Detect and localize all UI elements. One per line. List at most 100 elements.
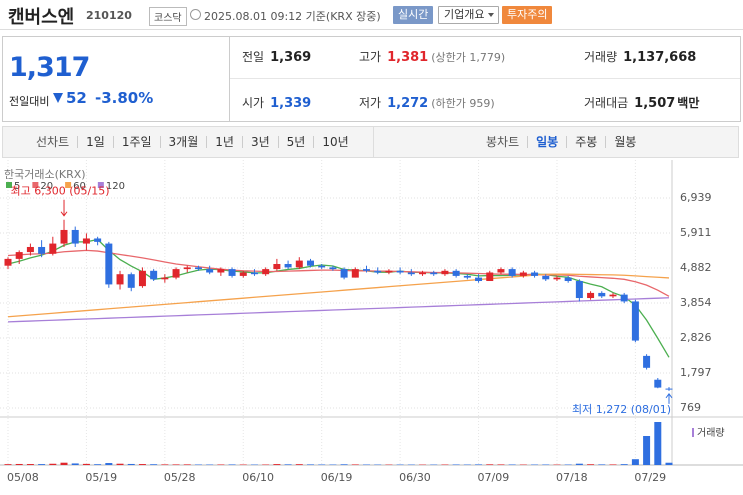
- tab[interactable]: 1일: [77, 136, 113, 148]
- high-arrow-head: [60, 211, 68, 217]
- candle-body: [217, 269, 225, 273]
- volume-bar: [94, 464, 102, 465]
- volume-bar: [542, 464, 550, 465]
- x-tick-label: 05/19: [85, 471, 117, 484]
- candle-body: [262, 269, 270, 275]
- stat-value: 1,339: [270, 96, 312, 111]
- stat-note: (상한가 1,779): [431, 51, 506, 64]
- clock-icon: [190, 9, 201, 20]
- y-tick-label: 6,939: [680, 191, 712, 204]
- candle-body: [26, 246, 34, 253]
- candle-body: [587, 292, 595, 299]
- candle-body: [598, 292, 606, 297]
- x-tick-label: 06/10: [242, 471, 274, 484]
- candle-body: [340, 269, 348, 278]
- candle-body: [643, 355, 651, 368]
- tab[interactable]: 10년: [313, 136, 356, 148]
- candle-body: [239, 272, 247, 276]
- stat-label: 저가: [359, 96, 382, 110]
- stat: 저가 1,272 (하한가 959): [359, 94, 495, 111]
- tab: 봉차트: [486, 135, 520, 149]
- stock-name: 캔버스엔: [8, 7, 75, 28]
- volume-bar: [318, 464, 326, 465]
- candle-body: [105, 243, 113, 285]
- candle-body: [116, 274, 124, 285]
- y-tick-label: 1,797: [680, 366, 712, 379]
- caret: [488, 13, 495, 20]
- volume-bar: [665, 462, 673, 465]
- stat-unit: 백만: [677, 96, 700, 110]
- tab[interactable]: 월봉: [605, 136, 644, 148]
- y-tick-label: 4,882: [680, 261, 712, 274]
- candle-body: [363, 269, 371, 271]
- tab[interactable]: 1주일: [112, 136, 160, 148]
- candle-body: [452, 270, 460, 276]
- volume-bar: [631, 459, 639, 465]
- candle-body: [284, 263, 292, 268]
- candle-body: [228, 269, 236, 276]
- realtime-button[interactable]: 실시간: [393, 6, 434, 24]
- volume-bar: [127, 463, 135, 465]
- volume-bar: [273, 464, 281, 465]
- candle-body: [553, 277, 561, 280]
- stat-label: 거래대금: [584, 96, 629, 110]
- candle-body: [161, 277, 169, 280]
- tab[interactable]: 주봉: [566, 136, 605, 148]
- volume-bar: [486, 464, 494, 465]
- ma-line: [7, 238, 670, 358]
- candle-body: [138, 270, 146, 287]
- candle-body: [49, 243, 57, 254]
- tab-bar: 선차트 1일 1주일 3개월 1년 3년 5년 10년 봉차트 일봉 주봉 월봉: [2, 126, 739, 158]
- down-arrow: [53, 93, 63, 103]
- company-label[interactable]: 기업개요: [444, 8, 485, 21]
- tab[interactable]: 5년: [277, 136, 314, 148]
- candle-body: [71, 229, 79, 244]
- volume-bar: [4, 464, 12, 465]
- candle-body: [295, 260, 303, 268]
- candle-body: [542, 275, 550, 280]
- legend-swatch: [97, 182, 104, 188]
- ma-line: [7, 297, 670, 323]
- volume-bar: [26, 464, 34, 465]
- volume-bar: [82, 463, 90, 465]
- candle-body: [351, 269, 359, 278]
- quote-divider: [229, 37, 230, 121]
- tab[interactable]: 3개월: [159, 136, 207, 148]
- volume-bar: [217, 464, 225, 465]
- y-tick-label: 3,854: [680, 296, 712, 309]
- y-tick-label: 5,911: [680, 226, 712, 239]
- y-tick-label: 2,826: [680, 331, 712, 344]
- stat-value: 1,369: [270, 50, 312, 65]
- x-tick-label: 05/08: [7, 471, 39, 484]
- tab[interactable]: 1년: [206, 136, 242, 148]
- legend-label: 120: [106, 181, 125, 192]
- stat-label: 시가: [242, 96, 265, 110]
- stat-value: 1,381: [387, 50, 429, 65]
- company-button[interactable]: 기업개요: [438, 6, 500, 24]
- volume-bar: [575, 463, 583, 465]
- volume-bar: [497, 464, 505, 465]
- change: 52: [66, 89, 87, 107]
- candle-body: [94, 238, 102, 242]
- stat: 고가 1,381 (상한가 1,779): [359, 48, 505, 65]
- candle-body: [60, 229, 68, 244]
- stat-label: 전일: [242, 50, 265, 64]
- candle-body: [396, 270, 404, 273]
- volume-bar: [49, 463, 57, 465]
- low-label: 최저 1,272 (08/01): [572, 403, 671, 416]
- volume-bar: [452, 464, 460, 465]
- candle-body: [172, 269, 180, 278]
- candle-body: [329, 267, 337, 270]
- tab[interactable]: 일봉: [527, 136, 566, 148]
- candle-body: [430, 272, 438, 275]
- stat-value: 1,137,668: [623, 50, 697, 65]
- stat-label: 거래량: [584, 50, 618, 64]
- tab[interactable]: 3년: [241, 136, 278, 148]
- candle-body: [183, 267, 191, 270]
- stat: 거래대금 1,507 백만: [584, 94, 699, 111]
- legend-swatch: [32, 182, 39, 188]
- x-tick-label: 06/19: [321, 471, 353, 484]
- row-divider: [230, 78, 740, 79]
- volume-swatch: [692, 428, 694, 437]
- stat-label: 고가: [359, 50, 382, 64]
